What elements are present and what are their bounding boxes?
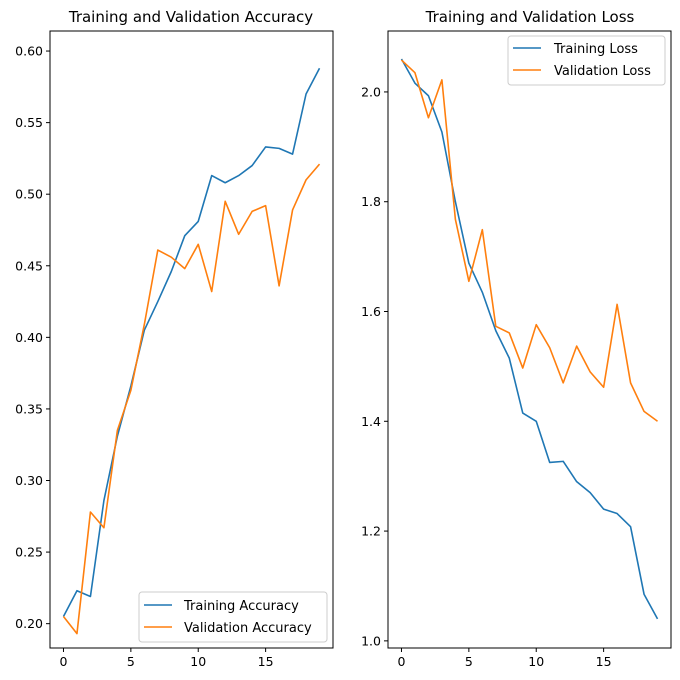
- accuracy-y-tick-label: 0.30: [15, 473, 43, 488]
- accuracy-legend-box: [138, 591, 328, 643]
- accuracy-y-tick-label: 0.60: [15, 44, 43, 59]
- accuracy-legend: Training Accuracy Validation Accuracy: [138, 591, 328, 643]
- loss-x-tick-label: 15: [596, 654, 612, 669]
- loss-x-tick-label: 5: [465, 654, 473, 669]
- accuracy-y-tick-label: 0.25: [15, 545, 43, 560]
- accuracy-legend-label-validation: Validation Accuracy: [184, 621, 312, 636]
- accuracy-x-tick-label: 15: [258, 654, 274, 669]
- accuracy-plot-frame: [49, 30, 334, 649]
- accuracy-series-lines: [62, 67, 321, 635]
- accuracy-x-tick-label: 5: [127, 654, 135, 669]
- accuracy-y-tick-label: 0.35: [15, 401, 43, 416]
- loss-y-tick-label: 1.6: [361, 304, 381, 319]
- accuracy-x-tick-label: 0: [59, 654, 67, 669]
- accuracy-y-tick-label: 0.45: [15, 258, 43, 273]
- loss-y-tick-label: 1.4: [361, 414, 381, 429]
- accuracy-x-tick-label: 10: [190, 654, 206, 669]
- loss-line-validation-loss: [400, 59, 658, 422]
- loss-chart-title: Training and Validation Loss: [425, 8, 635, 26]
- loss-y-tick-label: 1.2: [361, 524, 381, 539]
- accuracy-y-tick-label: 0.40: [15, 330, 43, 345]
- accuracy-y-tick-label: 0.20: [15, 616, 43, 631]
- loss-plot-frame: [387, 30, 672, 649]
- accuracy-subplot: Training and Validation Accuracy 0 5 10 150…: [15, 8, 334, 669]
- loss-subplot: Training and Validation Loss 0 5 10 15 1.0 1.…: [361, 8, 672, 669]
- accuracy-chart-title: Training and Validation Accuracy: [68, 8, 313, 26]
- accuracy-y-tick-label: 0.55: [15, 115, 43, 130]
- loss-y-tick-label: 1.8: [361, 194, 381, 209]
- accuracy-axis-ticks: 0 5 10 15 0.20 0.25 0.30 0.35 0.40 0.45 0.50 0.55 0.…: [15, 44, 273, 669]
- loss-legend-label-training: Training Loss: [553, 42, 638, 57]
- loss-y-tick-label: 1.0: [361, 633, 381, 648]
- loss-legend-box: [507, 35, 666, 86]
- loss-x-tick-label: 10: [528, 654, 544, 669]
- loss-axis-ticks: 0 5 10 15 1.0 1.2 1.4 1.6 1.8 2.0: [361, 84, 611, 669]
- loss-y-tick-label: 2.0: [361, 84, 381, 99]
- loss-series-lines: [400, 58, 659, 620]
- accuracy-legend-label-training: Training Accuracy: [183, 599, 299, 614]
- accuracy-y-tick-label: 0.50: [15, 187, 43, 202]
- loss-legend: Training Loss Validation Loss: [507, 35, 666, 86]
- accuracy-line-training-accuracy: [62, 67, 321, 617]
- accuracy-line-validation-accuracy: [62, 163, 321, 635]
- loss-x-tick-label: 0: [397, 654, 405, 669]
- loss-line-training-loss: [400, 58, 659, 620]
- loss-legend-label-validation: Validation Loss: [554, 64, 651, 79]
